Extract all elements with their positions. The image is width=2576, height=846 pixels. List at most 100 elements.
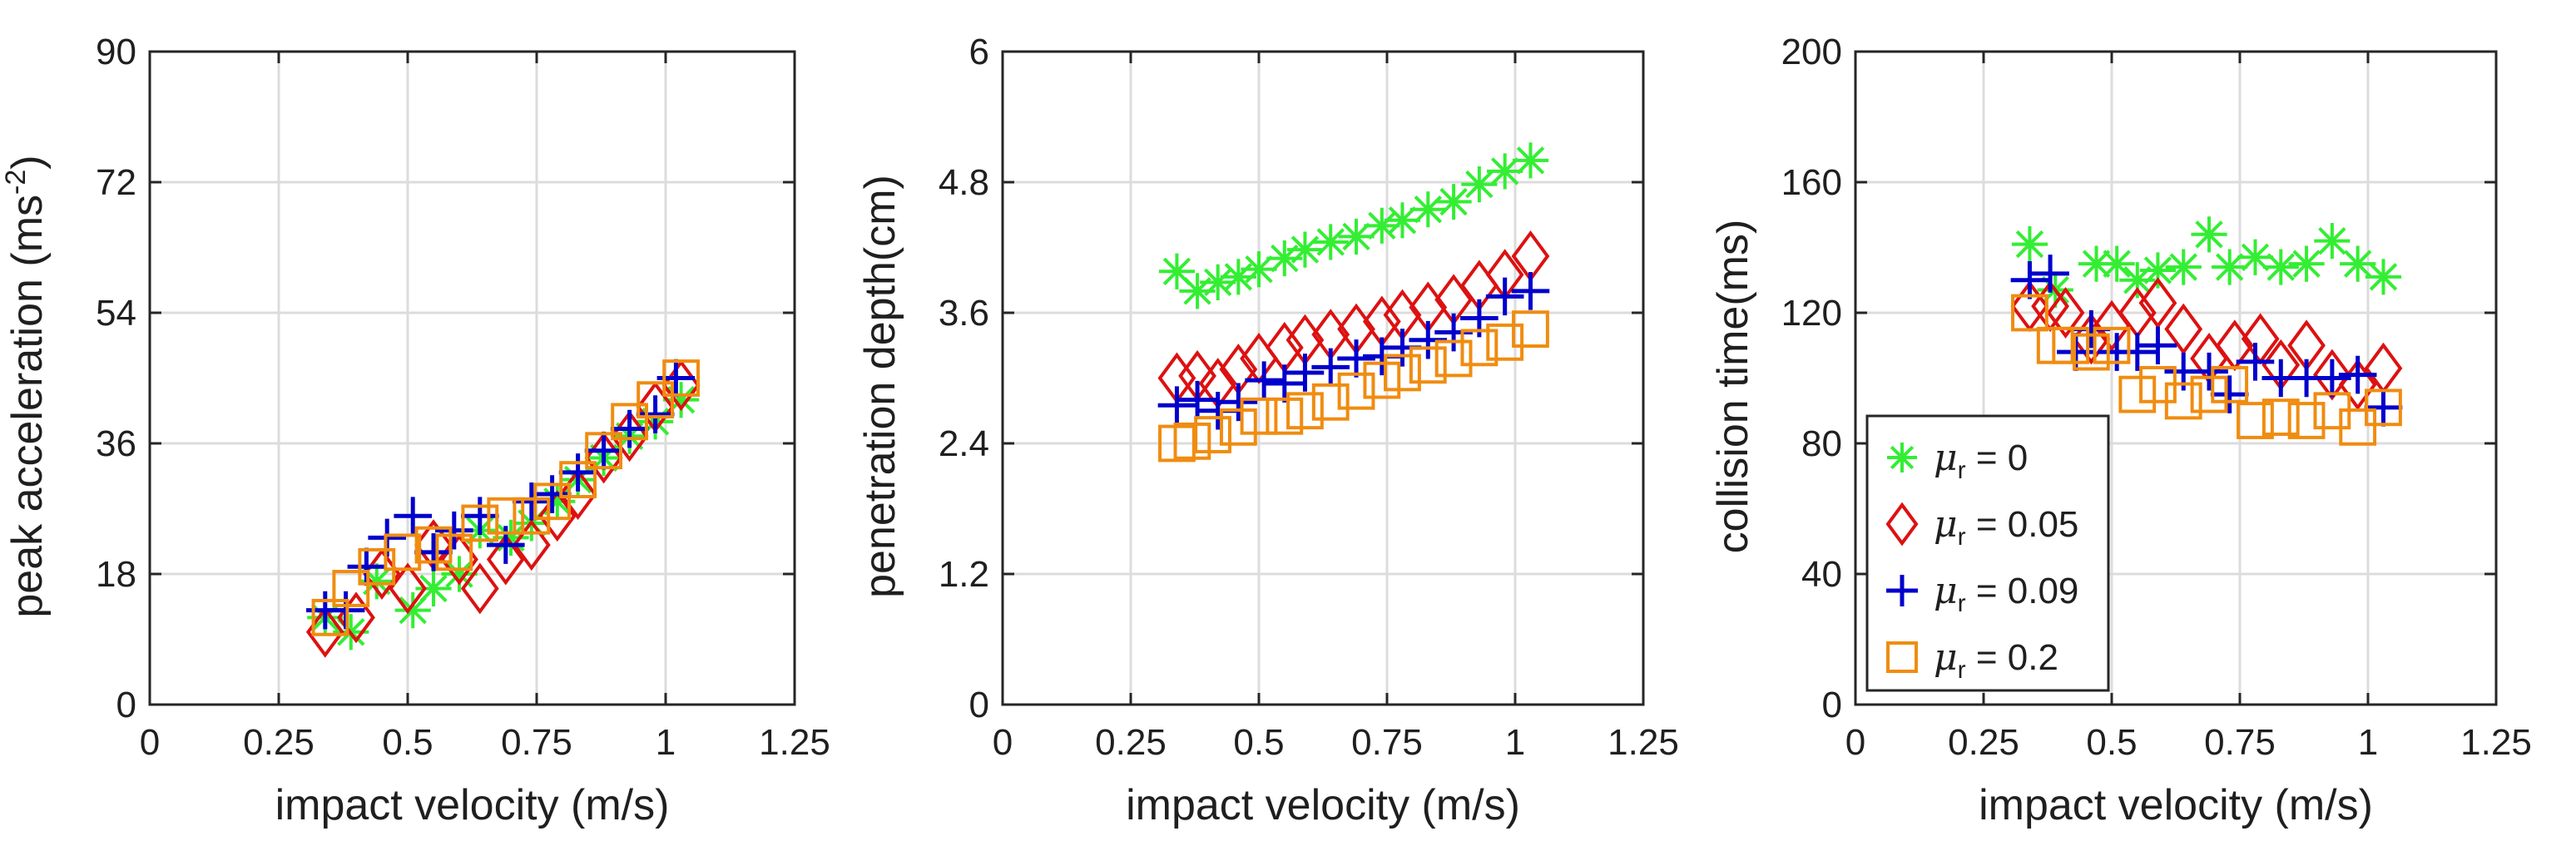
x-tick-label: 0.25 (243, 722, 315, 763)
x-tick-label: 0.5 (2086, 722, 2137, 763)
axes-frame (1854, 50, 2498, 706)
data-point (1178, 380, 1216, 419)
y-axis-label: collision time(ms) (1709, 220, 1757, 554)
data-point (2072, 313, 2111, 365)
y-tick-label: 0 (1822, 685, 1842, 725)
data-point (2314, 223, 2351, 260)
axes-frame (148, 50, 796, 706)
data-point (1460, 329, 1499, 367)
data-point (2052, 326, 2090, 364)
data-point (2031, 255, 2069, 293)
data-point (2236, 343, 2275, 381)
data-point (435, 511, 473, 550)
y-tick-label: 3.6 (939, 293, 989, 334)
data-point (533, 482, 572, 521)
data-point (1485, 277, 1524, 316)
data-point (1487, 153, 1523, 190)
data-point (1486, 323, 1524, 361)
data-point (460, 562, 499, 615)
x-axis-label: impact velocity (m/s) (275, 781, 670, 829)
data-point (2365, 388, 2402, 427)
data-point (2262, 249, 2299, 285)
data-point (2118, 333, 2157, 371)
data-point (533, 475, 572, 513)
data-point (2139, 252, 2177, 289)
data-point (2072, 333, 2110, 371)
y-tick-label: 2.4 (939, 423, 989, 464)
data-point (1337, 372, 1375, 410)
y-tick-label: 18 (96, 554, 136, 595)
x-tick-label: 0.75 (501, 722, 572, 763)
data-point (2365, 259, 2402, 295)
y-tick-label: 80 (1801, 423, 1842, 464)
x-tick-label: 1.25 (759, 722, 830, 763)
data-point (585, 432, 623, 470)
series-mu-r-0-09 (2010, 255, 2403, 427)
data-point (2287, 402, 2326, 439)
data-point (1434, 313, 1473, 352)
data-point (2313, 359, 2351, 398)
data-point (2212, 249, 2248, 285)
x-tick-label: 1.25 (1608, 722, 1679, 763)
data-point (1311, 348, 1350, 387)
data-point (1311, 383, 1350, 421)
data-point (487, 497, 525, 535)
y-tick-label: 200 (1781, 32, 1842, 72)
data-point (2340, 245, 2376, 282)
data-point (559, 461, 597, 499)
x-tick-label: 0.75 (2204, 722, 2276, 763)
y-axis-label: penetration depth(cm) (856, 175, 904, 598)
data-point (1194, 416, 1231, 453)
data-point (1240, 397, 1278, 435)
data-point (394, 497, 432, 536)
data-point (1286, 392, 1324, 430)
data-point (1245, 361, 1283, 399)
data-point (1157, 386, 1196, 425)
legend-label: μr = 0.2 (1934, 636, 2058, 684)
axes-frame (1001, 50, 1645, 706)
data-point (2093, 326, 2131, 364)
data-point (1384, 202, 1421, 239)
y-tick-label: 160 (1781, 162, 1842, 203)
x-tick-label: 1 (2358, 722, 2378, 763)
x-tick-label: 0 (140, 722, 160, 763)
data-point (558, 453, 597, 492)
data-point (1241, 251, 1277, 288)
y-axis-label: peak acceleration (ms-2) (0, 155, 52, 617)
legend-label: μr = 0.09 (1934, 570, 2078, 617)
data-point (1286, 354, 1325, 392)
x-tick-label: 0.75 (1351, 722, 1423, 763)
data-point (1266, 397, 1304, 435)
y-tick-label: 1.2 (939, 554, 989, 595)
data-point (461, 497, 499, 536)
data-point (2164, 382, 2202, 420)
data-point (2237, 239, 2274, 275)
data-point (610, 409, 649, 448)
data-point (1219, 383, 1258, 422)
series-mu-r-0 (2011, 216, 2402, 309)
data-point (584, 431, 623, 470)
data-point (2010, 260, 2049, 299)
data-point (2312, 349, 2351, 401)
legend-marker (1885, 502, 1919, 547)
x-tick-label: 1 (1505, 722, 1525, 763)
data-point (662, 359, 701, 397)
data-point (2191, 216, 2227, 253)
y-tick-label: 120 (1781, 293, 1842, 334)
data-point (2011, 225, 2048, 263)
series-mu-r-0-2 (2011, 294, 2402, 446)
data-point (1363, 361, 1401, 399)
data-point (2339, 408, 2377, 446)
data-point (1337, 339, 1375, 378)
data-point (332, 570, 370, 607)
data-point (1200, 264, 1236, 300)
data-point (2364, 388, 2403, 427)
data-point (2190, 375, 2228, 413)
data-point (1512, 142, 1549, 179)
plot-area (1003, 52, 1643, 705)
legend-marker (1886, 641, 1918, 673)
data-point (1435, 183, 1472, 220)
legend-label: μr = 0.05 (1934, 503, 2078, 551)
legend-marker (1886, 575, 1918, 606)
series-mu-r-0-2 (311, 359, 701, 636)
